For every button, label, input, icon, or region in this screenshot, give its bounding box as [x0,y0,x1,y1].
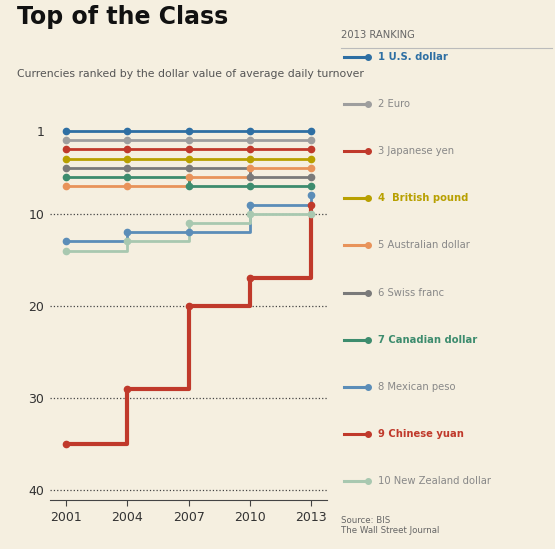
Text: 10 New Zealand dollar: 10 New Zealand dollar [378,477,491,486]
Text: 9 Chinese yuan: 9 Chinese yuan [378,429,464,439]
Text: 5 Australian dollar: 5 Australian dollar [378,240,470,250]
Text: 1 U.S. dollar: 1 U.S. dollar [378,52,448,61]
Text: Source: BIS
The Wall Street Journal: Source: BIS The Wall Street Journal [341,516,440,535]
Text: 8 Mexican peso: 8 Mexican peso [378,382,456,392]
Text: 2013 RANKING: 2013 RANKING [341,30,415,40]
Text: Currencies ranked by the dollar value of average daily turnover: Currencies ranked by the dollar value of… [17,69,364,79]
Text: 7 Canadian dollar: 7 Canadian dollar [378,335,477,345]
Text: 6 Swiss franc: 6 Swiss franc [378,288,444,298]
Text: 2 Euro: 2 Euro [378,99,410,109]
Text: Top of the Class: Top of the Class [17,5,228,30]
Text: 3 Japanese yen: 3 Japanese yen [378,146,454,156]
Text: 4  British pound: 4 British pound [378,193,468,203]
